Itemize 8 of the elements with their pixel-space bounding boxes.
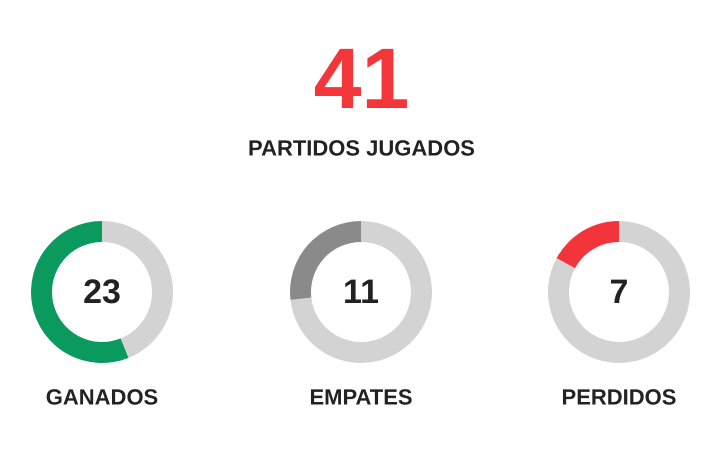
text: GANADOS xyxy=(46,384,158,410)
text: 41 xyxy=(314,31,410,127)
text: EMPATES xyxy=(308,384,412,410)
text: 11 xyxy=(342,273,378,311)
text: PERDIDOS xyxy=(562,384,676,410)
text: PARTIDOS JUGADOS xyxy=(248,136,475,160)
text: 7 xyxy=(610,273,628,311)
text: 23 xyxy=(83,273,121,311)
